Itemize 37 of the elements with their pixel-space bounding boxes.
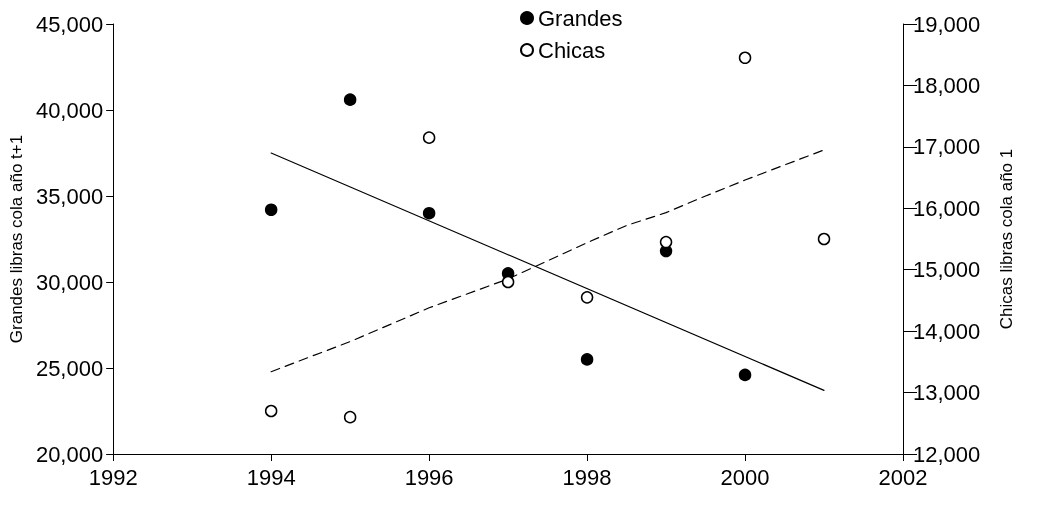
point [422,206,436,220]
y-axis-title: Grandes libras cola año t+1 [7,134,26,344]
point [264,203,278,217]
x-tick-label: 2002 [878,464,928,490]
y2-tick-label: 13,000 [913,380,981,406]
x-tick-label: 2000 [720,464,770,490]
y-tick-label: 20,000 [35,441,104,467]
point [738,51,752,65]
point [501,275,515,289]
y2-tick-label: 18,000 [913,72,981,98]
point [343,93,357,106]
point [817,232,831,246]
y2-tick-label: 12,000 [913,441,981,467]
y2-tick-label: 14,000 [913,318,981,344]
legend-label: Chicas [538,37,606,63]
y2-tick-label: 16,000 [913,195,981,221]
y-tick-label: 25,000 [35,355,104,381]
point [580,291,594,304]
x-tick-label: 1996 [404,464,454,490]
point [659,235,673,249]
y2-tick-label: 17,000 [913,134,981,160]
legend-label: Grandes [538,5,623,31]
y2-axis-title: Chicas libras cola año 1 [997,148,1016,330]
point [343,410,357,424]
x-tick-label: 1998 [562,464,612,490]
point [422,131,436,144]
point [264,404,278,418]
point [580,353,594,366]
y-tick-label: 35,000 [35,183,104,209]
y2-tick-label: 19,000 [913,11,981,37]
y-tick-label: 40,000 [35,97,104,123]
x-tick-label: 1992 [88,464,138,490]
point [738,368,752,382]
x-tick-label: 1994 [246,464,296,490]
y-tick-label: 45,000 [35,11,104,37]
y-tick-label: 30,000 [35,269,104,295]
y2-tick-label: 15,000 [913,257,981,283]
